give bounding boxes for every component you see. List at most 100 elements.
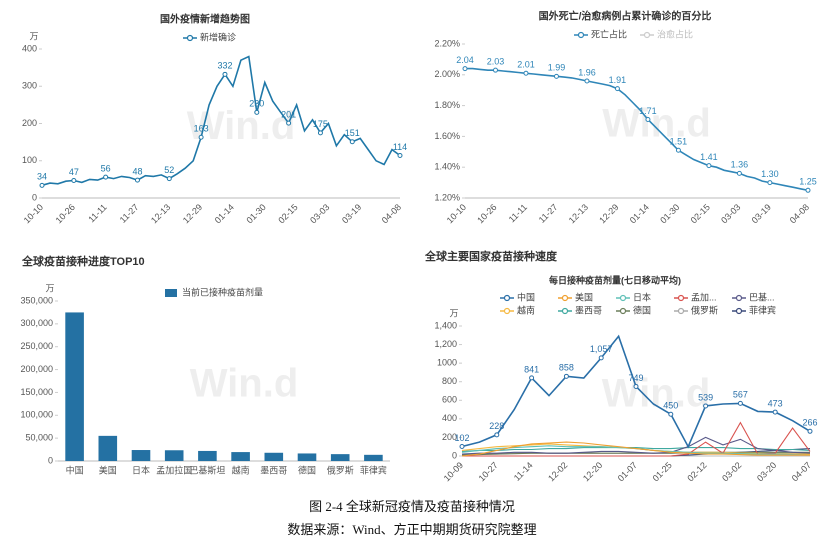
x-tick-label: 10-10 [22, 202, 45, 225]
y-tick-label: 0 [48, 455, 53, 465]
data-label: 34 [37, 172, 47, 182]
x-tick-label: 03-03 [308, 202, 331, 225]
watermark: Win.d [190, 362, 299, 406]
data-label: 1.25 [799, 177, 817, 187]
series-line [462, 421, 811, 457]
data-label: 48 [132, 166, 142, 176]
data-label: 858 [559, 363, 574, 373]
legend-swatch [561, 307, 569, 315]
bar [330, 454, 350, 461]
x-tick-label: 02-15 [276, 202, 299, 225]
point-marker [772, 409, 778, 415]
series-line [465, 67, 809, 192]
data-label: 2.01 [517, 60, 535, 70]
figure-caption: 图 2-4 全球新冠疫情及疫苗接种情况 [309, 499, 515, 514]
x-tick-label: 01-14 [628, 202, 651, 225]
data-label: 473 [768, 398, 783, 408]
y-tick-label: 150,000 [20, 387, 53, 397]
data-label: 230 [249, 99, 264, 109]
point-marker [668, 411, 674, 417]
x-tick-label: 11-14 [512, 460, 535, 483]
legend-swatch [677, 307, 685, 315]
x-tick-label: 11-11 [507, 202, 529, 224]
series-line [461, 441, 810, 457]
point-marker [166, 176, 172, 182]
x-tick-label: 12-29 [181, 202, 204, 225]
legend-swatch [643, 31, 651, 39]
x-tick-label: 日本 [132, 464, 150, 475]
legend-label: 中国 [517, 291, 535, 302]
point-marker [397, 153, 403, 159]
data-label: 1.41 [700, 152, 718, 162]
data-label: 567 [733, 390, 748, 400]
point-marker [198, 134, 204, 140]
data-label: 175 [313, 119, 328, 129]
point-marker [805, 187, 811, 193]
data-label: 1,057 [590, 344, 613, 354]
y-tick-label: 100 [22, 155, 37, 165]
x-tick-label: 12-20 [581, 460, 604, 483]
x-tick-label: 12-13 [149, 202, 172, 225]
legend-swatch [561, 294, 569, 302]
legend-label: 德国 [633, 304, 651, 315]
point-marker [103, 174, 109, 180]
y-tick-label: 1,400 [434, 320, 457, 330]
point-marker [349, 139, 355, 145]
legend-swatch [735, 307, 743, 315]
chart-subtitle: 每日接种疫苗剂量(七日移动平均) [549, 274, 681, 285]
x-tick-label: 01-14 [213, 202, 236, 225]
data-label: 332 [217, 61, 232, 71]
point-marker [134, 177, 140, 183]
x-tick-label: 10-27 [477, 460, 500, 483]
legend-swatch [165, 289, 177, 297]
data-label: 1.51 [670, 137, 688, 147]
point-marker [71, 177, 77, 183]
chart-title: 全球主要国家疫苗接种速度 [424, 249, 558, 263]
x-tick-label: 10-09 [442, 460, 465, 483]
x-tick-label: 德国 [298, 464, 316, 475]
data-label: 56 [101, 164, 111, 174]
legend-swatch [577, 31, 585, 39]
series-line [41, 55, 401, 187]
bar [98, 435, 118, 461]
point-marker [645, 116, 651, 122]
y-tick-label: 0 [32, 192, 37, 202]
x-tick-label: 04-08 [788, 202, 811, 225]
data-label: 749 [628, 373, 643, 383]
legend-swatch [619, 307, 627, 315]
y-tick-label: 0 [452, 450, 457, 460]
point-marker [286, 120, 292, 126]
legend-label: 治愈占比 [657, 28, 693, 39]
x-tick-label: 11-11 [86, 202, 108, 224]
legend-label: 越南 [517, 304, 535, 315]
y-tick-label: 2.00% [434, 69, 460, 79]
legend-label: 新增确诊 [200, 31, 236, 42]
legend-swatch [503, 307, 511, 315]
point-marker [462, 66, 468, 72]
watermark: Win.d [602, 372, 711, 416]
x-tick-label: 03-19 [340, 202, 363, 225]
y-tick-label: 400 [22, 43, 37, 53]
legend-label: 日本 [633, 291, 651, 302]
y-axis-unit: 万 [45, 283, 54, 293]
y-tick-label: 1.40% [434, 162, 460, 172]
legend-label: 巴基... [749, 291, 775, 302]
bar [131, 450, 151, 461]
point-marker [737, 400, 743, 406]
y-tick-label: 1.20% [434, 192, 460, 202]
bar [297, 453, 317, 461]
bar [198, 450, 217, 461]
x-tick-label: 01-30 [658, 202, 681, 225]
series-line [461, 436, 811, 455]
data-label: 1.99 [548, 63, 566, 73]
y-tick-label: 50,000 [25, 433, 53, 443]
data-label: 1.96 [578, 67, 596, 77]
y-axis-unit: 万 [29, 31, 38, 41]
data-label: 201 [281, 110, 296, 120]
y-tick-label: 2.20% [434, 38, 460, 48]
x-tick-label: 04-08 [380, 202, 403, 225]
y-tick-label: 1000 [437, 358, 457, 368]
watermark: Win.d [187, 104, 296, 148]
data-label: 151 [345, 128, 360, 138]
